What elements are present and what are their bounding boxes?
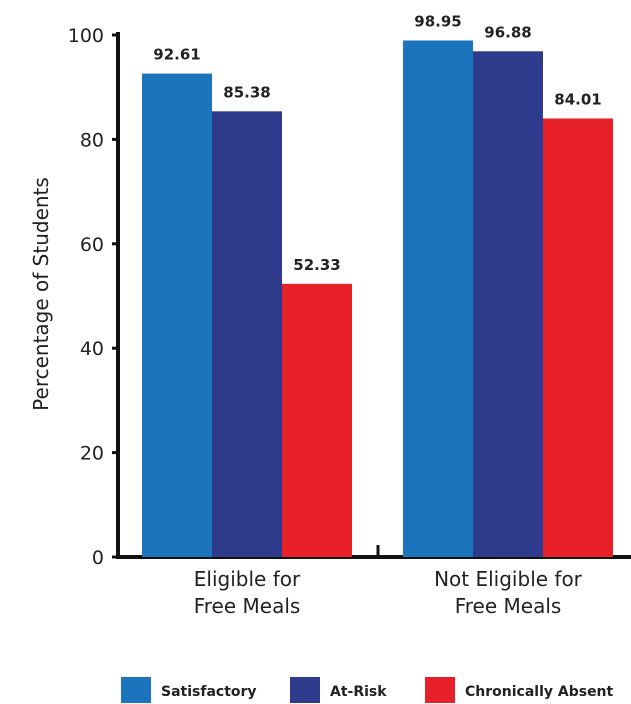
y-tick-label: 20 (80, 443, 104, 465)
bar-satisfactory-1 (403, 40, 473, 557)
data-label: 85.38 (223, 83, 270, 101)
category-label: Eligible for (194, 567, 301, 591)
y-tick-label: 40 (80, 338, 104, 360)
data-label: 92.61 (153, 46, 200, 64)
legend-label: Satisfactory (161, 684, 257, 700)
y-tick-label: 60 (80, 234, 104, 256)
bar-at-risk-1 (473, 51, 543, 557)
category-label: Free Meals (194, 594, 301, 618)
legend-swatch (425, 677, 455, 703)
y-tick-label: 0 (92, 547, 104, 569)
legend: Satisfactory At-Risk Chronically Absent (121, 677, 614, 703)
legend-label: At-Risk (330, 684, 387, 700)
legend-swatch (290, 677, 320, 703)
bar-chronically-absent-1 (543, 118, 613, 557)
bar-satisfactory-0 (142, 73, 212, 557)
bar-chronically-absent-0 (282, 283, 352, 557)
data-label: 98.95 (414, 12, 461, 30)
data-label: 52.33 (293, 256, 340, 274)
data-label: 84.01 (554, 90, 601, 108)
category-label: Free Meals (455, 594, 562, 618)
y-tick-label: 80 (80, 129, 104, 151)
y-tick-label: 100 (68, 25, 104, 47)
data-label: 96.88 (484, 23, 531, 41)
category-label: Not Eligible for (434, 567, 583, 591)
y-axis-label: Percentage of Students (29, 177, 53, 411)
legend-swatch (121, 677, 151, 703)
legend-label: Chronically Absent (465, 684, 614, 700)
bar-at-risk-0 (212, 111, 282, 557)
